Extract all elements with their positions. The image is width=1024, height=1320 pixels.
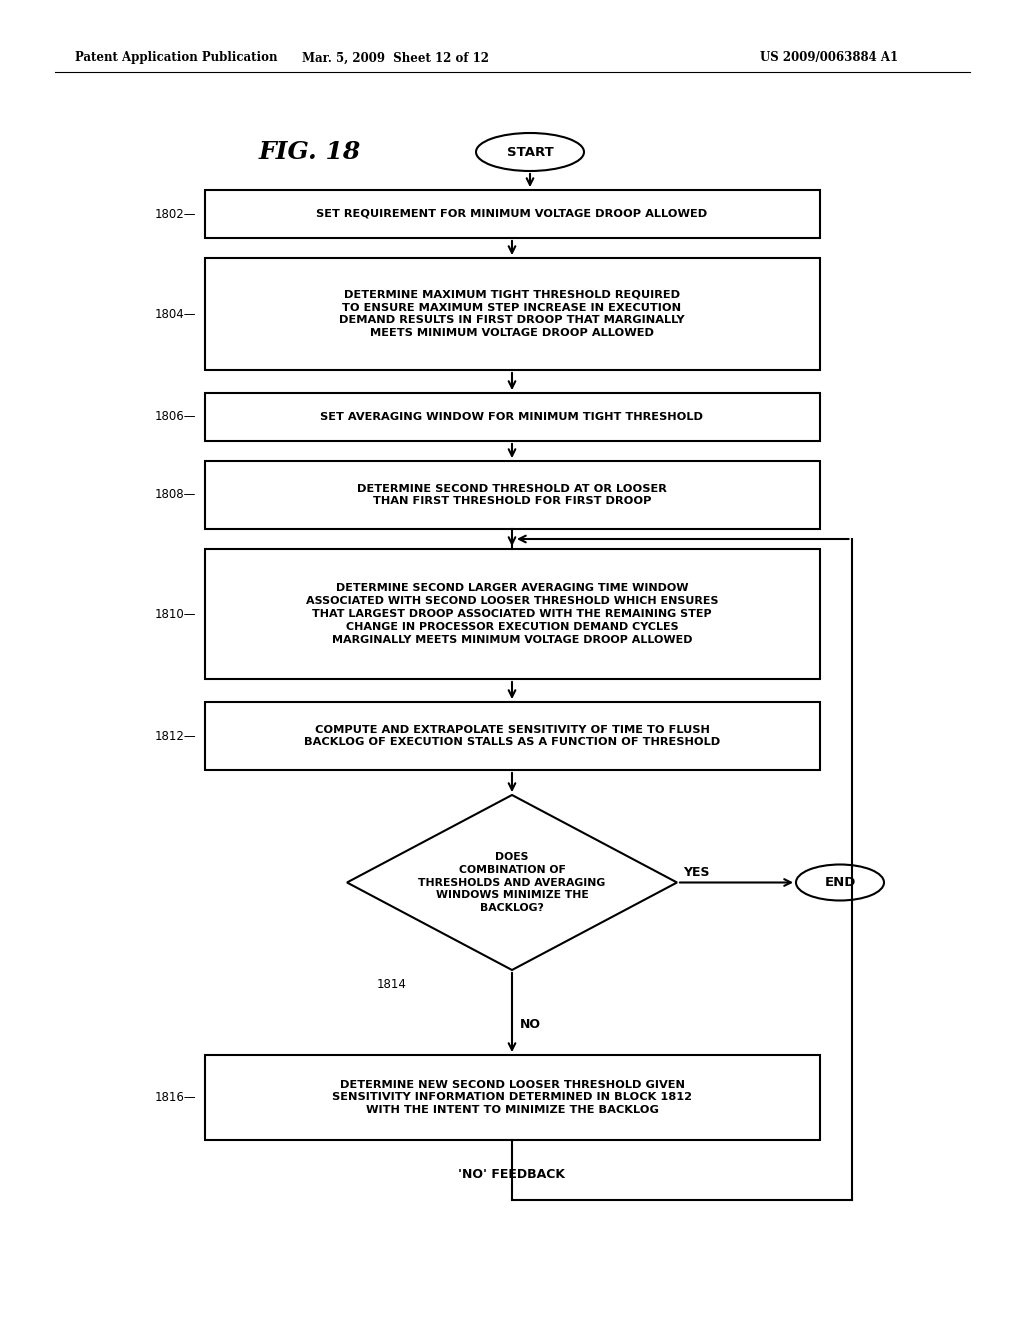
Text: 1812—: 1812— (155, 730, 197, 742)
Text: 1810—: 1810— (155, 607, 197, 620)
Text: YES: YES (683, 866, 710, 879)
Text: FIG. 18: FIG. 18 (259, 140, 361, 164)
Text: SET REQUIREMENT FOR MINIMUM VOLTAGE DROOP ALLOWED: SET REQUIREMENT FOR MINIMUM VOLTAGE DROO… (316, 209, 708, 219)
Text: START: START (507, 145, 553, 158)
Text: DOES
COMBINATION OF
THRESHOLDS AND AVERAGING
WINDOWS MINIMIZE THE
BACKLOG?: DOES COMBINATION OF THRESHOLDS AND AVERA… (419, 851, 605, 913)
Text: 'NO' FEEDBACK: 'NO' FEEDBACK (459, 1168, 565, 1181)
Text: 1814: 1814 (377, 978, 407, 991)
Text: NO: NO (520, 1018, 541, 1031)
Text: DETERMINE MAXIMUM TIGHT THRESHOLD REQUIRED
TO ENSURE MAXIMUM STEP INCREASE IN EX: DETERMINE MAXIMUM TIGHT THRESHOLD REQUIR… (339, 290, 685, 338)
Text: 1816—: 1816— (155, 1092, 197, 1104)
Text: Mar. 5, 2009  Sheet 12 of 12: Mar. 5, 2009 Sheet 12 of 12 (301, 51, 488, 65)
Text: DETERMINE NEW SECOND LOOSER THRESHOLD GIVEN
SENSITIVITY INFORMATION DETERMINED I: DETERMINE NEW SECOND LOOSER THRESHOLD GI… (332, 1080, 692, 1115)
Text: 1808—: 1808— (155, 488, 197, 502)
Text: DETERMINE SECOND LARGER AVERAGING TIME WINDOW
ASSOCIATED WITH SECOND LOOSER THRE: DETERMINE SECOND LARGER AVERAGING TIME W… (306, 583, 718, 644)
Text: DETERMINE SECOND THRESHOLD AT OR LOOSER
THAN FIRST THRESHOLD FOR FIRST DROOP: DETERMINE SECOND THRESHOLD AT OR LOOSER … (357, 483, 667, 507)
Text: SET AVERAGING WINDOW FOR MINIMUM TIGHT THRESHOLD: SET AVERAGING WINDOW FOR MINIMUM TIGHT T… (321, 412, 703, 422)
Text: 1804—: 1804— (155, 308, 197, 321)
Text: 1806—: 1806— (155, 411, 197, 424)
Text: COMPUTE AND EXTRAPOLATE SENSITIVITY OF TIME TO FLUSH
BACKLOG OF EXECUTION STALLS: COMPUTE AND EXTRAPOLATE SENSITIVITY OF T… (304, 725, 720, 747)
Text: END: END (824, 876, 856, 888)
Text: 1802—: 1802— (155, 207, 197, 220)
Text: Patent Application Publication: Patent Application Publication (75, 51, 278, 65)
Text: US 2009/0063884 A1: US 2009/0063884 A1 (760, 51, 898, 65)
